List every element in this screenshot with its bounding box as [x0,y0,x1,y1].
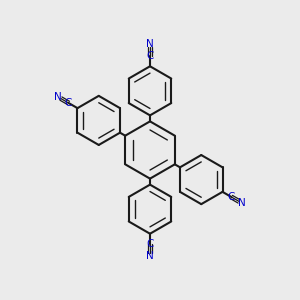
Text: N: N [146,251,154,261]
Text: C: C [65,98,72,108]
Text: C: C [228,192,235,202]
Text: N: N [54,92,62,102]
Text: N: N [146,39,154,49]
Text: N: N [238,198,246,208]
Text: C: C [146,239,154,249]
Text: C: C [146,51,154,61]
